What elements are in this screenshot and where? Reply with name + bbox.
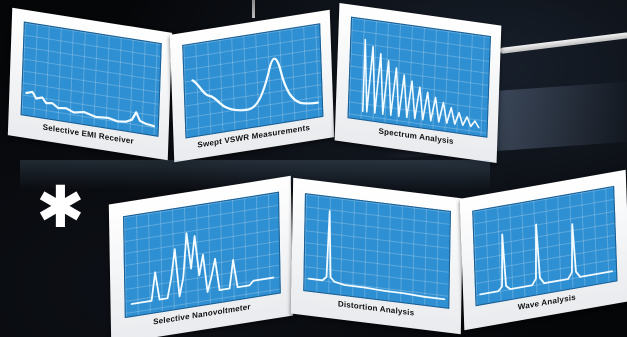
- probe-cable: [252, 0, 255, 18]
- oscilloscope-screen: [20, 21, 162, 137]
- trace-spectrum: [361, 38, 480, 129]
- card-selective-nanovoltmeter: Selective Nanovoltmeter: [108, 175, 294, 337]
- card-wave-analysis: Wave Analysis: [459, 169, 627, 331]
- white-cable: [499, 32, 627, 54]
- oscilloscope-screen: [347, 16, 491, 138]
- trace-distortion: [307, 210, 446, 301]
- asterisk-icon: ✱: [36, 173, 85, 241]
- oscilloscope-screen: [303, 193, 451, 309]
- trace-nanovoltmeter: [130, 232, 275, 305]
- oscilloscope-screen: [123, 191, 281, 319]
- oscilloscope-screen: [472, 185, 618, 307]
- card-swept-vswr: Swept VSWR Measurements: [169, 9, 335, 163]
- card-distortion-analysis: Distortion Analysis: [290, 177, 464, 335]
- card-selective-emi-receiver: Selective EMI Receiver: [7, 7, 173, 161]
- trace-vswr: [191, 57, 320, 112]
- card-spectrum-analysis: Spectrum Analysis: [334, 2, 502, 164]
- oscilloscope-screen: [182, 23, 324, 139]
- trace-emi: [25, 90, 155, 128]
- trace-wave: [479, 223, 614, 296]
